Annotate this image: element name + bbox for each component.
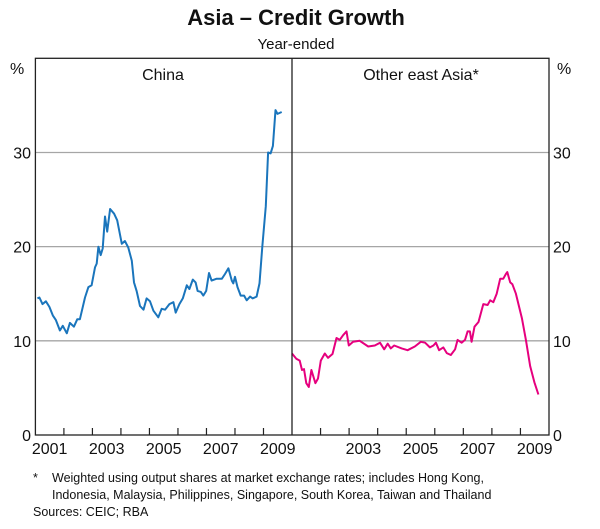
chart-subtitle: Year-ended — [257, 36, 334, 53]
series-line-other-east-asia — [291, 271, 540, 395]
series-line-china — [36, 109, 283, 335]
chart-title: Asia – Credit Growth — [187, 5, 405, 30]
x-tick-label-2001: 2001 — [32, 441, 68, 458]
x-tick-label-2005: 2005 — [146, 441, 182, 458]
panel-title-other-east-asia: Other east Asia* — [363, 67, 479, 84]
sources: Sources: CEIC; RBA — [33, 505, 149, 519]
x-tick-label-2009: 2009 — [260, 441, 296, 458]
footnote-line-1: Weighted using output shares at market e… — [52, 471, 484, 485]
x-tick-label-2003: 2003 — [89, 441, 125, 458]
footnote-line-2: Indonesia, Malaysia, Philippines, Singap… — [52, 488, 491, 502]
x-tick-label-2003: 2003 — [346, 441, 382, 458]
y-tick-label-0: 0 — [22, 428, 31, 445]
x-tick-label-2007: 2007 — [460, 441, 496, 458]
footnote-marker: * — [33, 471, 38, 485]
x-tick-label-2007: 2007 — [203, 441, 239, 458]
x-tick-label-2009: 2009 — [517, 441, 553, 458]
y-tick-label-20: 20 — [553, 240, 571, 257]
panel-title-china: China — [142, 67, 184, 84]
y-tick-label-30: 30 — [13, 145, 31, 162]
y-tick-label-10: 10 — [13, 334, 31, 351]
y-tick-label-10: 10 — [553, 334, 571, 351]
x-tick-label-2005: 2005 — [403, 441, 439, 458]
y-unit-left: % — [10, 61, 24, 78]
y-unit-right: % — [557, 61, 571, 78]
y-tick-label-30: 30 — [553, 145, 571, 162]
y-tick-label-0: 0 — [553, 428, 562, 445]
y-tick-label-20: 20 — [13, 240, 31, 257]
